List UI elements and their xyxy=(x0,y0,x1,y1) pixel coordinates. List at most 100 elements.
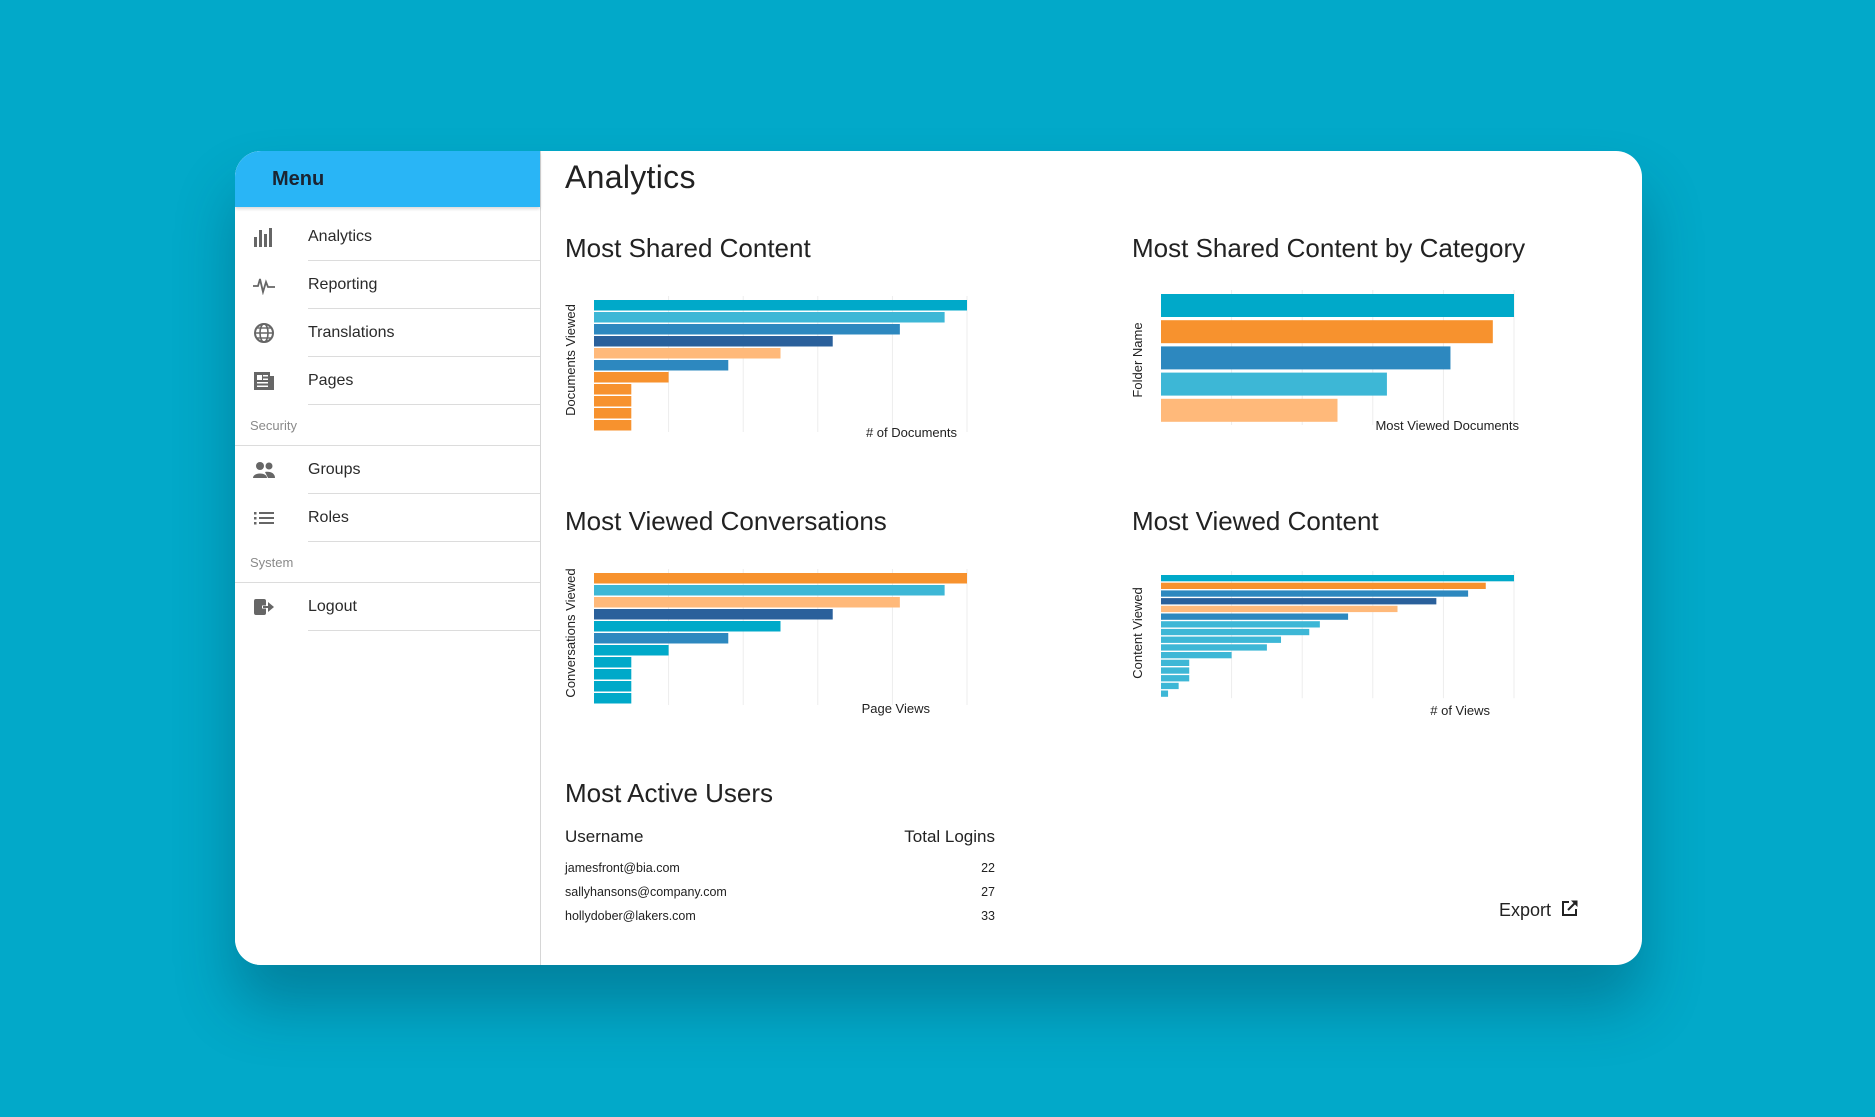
users-header: Username Total Logins xyxy=(565,827,995,847)
bar xyxy=(594,681,632,692)
table-row: sallyhansons@company.com 27 xyxy=(565,885,995,899)
chart-panel-most-viewed-content: Most Viewed Content Content Viewed # of V… xyxy=(1130,506,1515,718)
username-cell: hollydober@lakers.com xyxy=(565,909,696,923)
most-active-users: Most Active Users Username Total Logins … xyxy=(565,778,995,923)
bar xyxy=(594,372,669,383)
bar xyxy=(1161,598,1437,605)
x-axis-label: Most Viewed Documents xyxy=(1375,418,1519,433)
table-row: jamesfront@bia.com 22 xyxy=(565,861,995,875)
bar xyxy=(1161,636,1282,643)
y-axis-label: Content Viewed xyxy=(1130,587,1145,679)
bar xyxy=(594,408,632,419)
logins-cell: 22 xyxy=(981,861,995,875)
bar xyxy=(1161,675,1190,682)
newspaper-icon xyxy=(250,367,278,395)
people-icon xyxy=(250,456,278,484)
bar xyxy=(1161,372,1387,396)
bar xyxy=(1161,667,1190,674)
bar xyxy=(1161,590,1469,597)
table-row: hollydober@lakers.com 33 xyxy=(565,909,995,923)
page-title: Analytics xyxy=(565,159,696,195)
x-axis-label: # of Documents xyxy=(866,425,958,440)
bar xyxy=(594,324,900,335)
sidebar-item-translations[interactable]: Translations xyxy=(235,309,540,357)
y-axis-label: Documents Viewed xyxy=(563,304,578,416)
export-button[interactable]: Export xyxy=(1499,899,1579,922)
chart-panel-most-shared-content: Most Shared Content Documents Viewed # of… xyxy=(563,233,968,440)
bar xyxy=(1161,659,1190,666)
bar xyxy=(594,645,669,656)
users-title: Most Active Users xyxy=(565,778,774,808)
y-axis-label: Conversations Viewed xyxy=(563,568,578,697)
sidebar-item-groups[interactable]: Groups xyxy=(235,446,540,494)
bar xyxy=(1161,621,1320,628)
sidebar-item-label: Analytics xyxy=(308,228,373,245)
chart-title: Most Viewed Content xyxy=(1132,506,1379,536)
chart-most-viewed-conversations: Conversations Viewed Page Views xyxy=(563,568,968,716)
sidebar-item-roles[interactable]: Roles xyxy=(235,494,540,542)
bar xyxy=(594,300,967,311)
bar xyxy=(594,384,632,395)
bar xyxy=(1161,346,1451,370)
bar xyxy=(594,693,632,704)
bar xyxy=(1161,575,1514,582)
bar xyxy=(1161,628,1310,636)
bar xyxy=(594,597,900,608)
sidebar-item-label: Translations xyxy=(308,324,395,341)
bar xyxy=(1161,652,1232,659)
bar xyxy=(594,336,833,347)
app-window: Menu Analytics Reporting Translations xyxy=(235,151,1642,965)
bar xyxy=(594,360,729,371)
bar xyxy=(1161,320,1493,344)
logins-cell: 33 xyxy=(981,909,995,923)
chart-shared-by-category: Folder Name Most Viewed Documents xyxy=(1130,290,1519,433)
bar-chart-icon xyxy=(250,223,278,251)
share-out-icon xyxy=(1561,899,1579,922)
bar xyxy=(594,312,945,323)
export-label: Export xyxy=(1499,900,1552,920)
bar xyxy=(594,621,781,632)
logins-cell: 27 xyxy=(981,885,995,899)
chart-title: Most Shared Content xyxy=(565,233,811,263)
bar xyxy=(594,348,781,359)
bar xyxy=(594,420,632,431)
bar xyxy=(594,585,945,596)
menu-title: Menu xyxy=(272,167,325,190)
sidebar-item-analytics[interactable]: Analytics xyxy=(235,213,540,261)
bar xyxy=(1161,605,1398,613)
bar xyxy=(594,573,967,584)
bar xyxy=(594,396,632,407)
sidebar-item-pages[interactable]: Pages xyxy=(235,357,540,405)
chart-panel-most-viewed-conversations: Most Viewed Conversations Conversations … xyxy=(563,506,968,716)
sidebar-item-label: Roles xyxy=(308,509,349,526)
list-icon xyxy=(250,504,278,532)
x-axis-label: Page Views xyxy=(862,701,931,716)
sidebar: Menu Analytics Reporting Translations xyxy=(235,151,541,965)
chart-title: Most Shared Content by Category xyxy=(1132,233,1526,263)
sidebar-item-label: Logout xyxy=(308,598,357,615)
sidebar-item-logout[interactable]: Logout xyxy=(235,583,540,631)
section-label-security: Security xyxy=(235,405,540,446)
col-logins: Total Logins xyxy=(904,827,995,846)
col-username: Username xyxy=(565,827,644,846)
x-axis-label: # of Views xyxy=(1430,703,1490,718)
sidebar-item-reporting[interactable]: Reporting xyxy=(235,261,540,309)
chart-title: Most Viewed Conversations xyxy=(565,506,887,536)
pulse-icon xyxy=(250,271,278,299)
bar xyxy=(594,633,729,644)
users-rows: jamesfront@bia.com 22 sallyhansons@company… xyxy=(565,861,995,923)
bar xyxy=(1161,644,1267,651)
section-label-system: System xyxy=(235,542,540,583)
sidebar-item-label: Reporting xyxy=(308,276,378,293)
sidebar-item-label: Groups xyxy=(308,461,361,478)
bar xyxy=(1161,582,1486,589)
chart-most-shared-content: Documents Viewed # of Documents xyxy=(563,296,968,440)
bar xyxy=(1161,690,1169,697)
globe-icon xyxy=(250,319,278,347)
chart-most-viewed-content: Content Viewed # of Views xyxy=(1130,571,1515,718)
sidebar-item-label: Pages xyxy=(308,372,354,389)
bar xyxy=(594,657,632,668)
y-axis-label: Folder Name xyxy=(1130,322,1145,397)
username-cell: jamesfront@bia.com xyxy=(565,861,680,875)
logout-icon xyxy=(250,593,278,621)
